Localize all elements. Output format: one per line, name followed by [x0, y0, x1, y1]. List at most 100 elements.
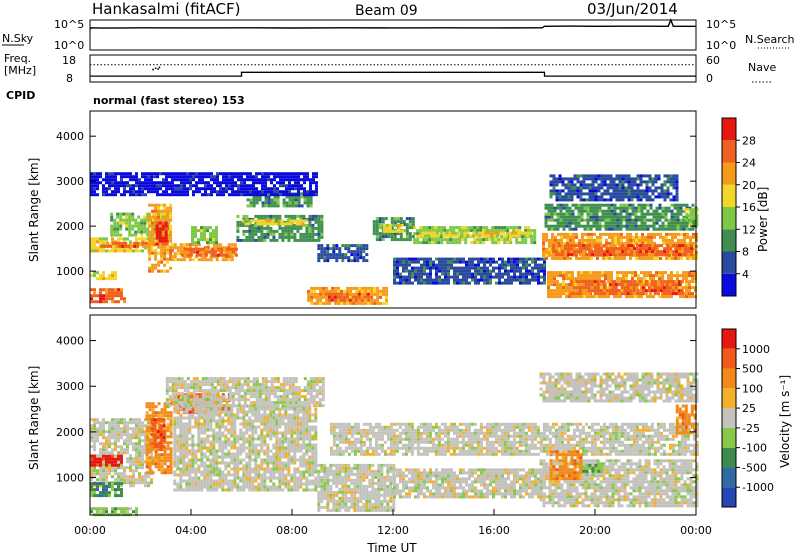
- power-cell: [585, 247, 589, 251]
- power-cell: [429, 257, 432, 261]
- power-cell: [562, 283, 565, 287]
- power-cell: [443, 238, 447, 242]
- velocity-cell: [135, 466, 138, 470]
- power-cell: [534, 257, 537, 261]
- power-cell: [691, 274, 694, 278]
- power-cell: [572, 232, 575, 236]
- power-cell: [417, 275, 420, 279]
- power-cell: [110, 230, 114, 234]
- power-cell: [317, 226, 321, 230]
- power-cell: [566, 256, 569, 260]
- power-cell: [237, 187, 240, 191]
- power-cell: [654, 195, 658, 199]
- velocity-cell: [154, 405, 158, 409]
- power-cell: [686, 256, 689, 260]
- power-cell: [336, 292, 340, 296]
- velocity-cell: [102, 463, 105, 467]
- power-cell: [651, 250, 655, 254]
- power-cell: [672, 180, 676, 184]
- velocity-cell: [147, 481, 150, 485]
- power-cell: [522, 263, 525, 267]
- power-cell: [408, 260, 411, 264]
- power-cell: [473, 241, 477, 245]
- power-cell: [579, 250, 583, 254]
- power-cell: [154, 251, 158, 255]
- velocity-cell: [96, 485, 99, 489]
- power-cell: [218, 243, 222, 247]
- power-cell: [552, 180, 556, 184]
- power-cell: [311, 214, 315, 218]
- velocity-cell: [144, 481, 147, 485]
- velocity-cell: [123, 442, 126, 446]
- power-cell: [494, 238, 498, 242]
- power-cell: [236, 226, 240, 230]
- power-colorbar-tick-label: 12: [742, 223, 756, 236]
- velocity-cell: [160, 408, 164, 412]
- power-cell: [210, 193, 213, 197]
- power-colorbar-tick-label: 28: [742, 134, 756, 147]
- power-cell: [267, 198, 271, 202]
- power-cell: [390, 220, 394, 224]
- power-cell: [509, 238, 513, 242]
- power-cell: [108, 288, 111, 292]
- power-cell: [547, 280, 550, 284]
- power-cell: [649, 295, 652, 299]
- power-cell: [306, 195, 310, 199]
- power-cell: [513, 260, 516, 264]
- velocity-cell: [157, 465, 161, 469]
- power-cell: [606, 192, 610, 196]
- power-cell: [157, 239, 161, 243]
- power-cell: [125, 215, 129, 219]
- power-cell: [468, 275, 471, 279]
- power-cell: [147, 187, 150, 191]
- power-cell: [128, 215, 132, 219]
- power-cell: [144, 237, 147, 241]
- power-cell: [570, 186, 574, 190]
- power-cell: [570, 244, 574, 248]
- power-cell: [162, 184, 165, 188]
- power-cell: [646, 218, 650, 222]
- power-cell: [656, 292, 660, 296]
- power-cell: [267, 190, 270, 194]
- power-cell: [459, 266, 462, 270]
- velocity-cell: [96, 430, 99, 434]
- power-cell: [519, 266, 522, 270]
- power-cell: [122, 221, 126, 225]
- power-cell: [164, 230, 168, 234]
- velocity-cell: [144, 448, 147, 452]
- power-cell: [550, 206, 554, 210]
- velocity-cell: [148, 414, 152, 418]
- power-cell: [169, 212, 173, 216]
- power-cell: [562, 292, 565, 296]
- power-cell: [290, 226, 294, 230]
- power-cell: [617, 283, 621, 287]
- power-cell: [481, 231, 485, 235]
- velocity-cell: [111, 510, 114, 514]
- power-cell: [252, 190, 255, 194]
- power-cell: [611, 280, 615, 284]
- power-cell: [556, 280, 559, 284]
- power-cell: [164, 239, 168, 243]
- power-cell: [128, 224, 132, 228]
- power-cell: [660, 189, 664, 193]
- power-cell: [619, 203, 623, 207]
- power-cell: [154, 230, 158, 234]
- power-cell: [638, 289, 642, 293]
- power-cell: [633, 195, 637, 199]
- power-cell: [666, 174, 670, 178]
- velocity-cell: [169, 420, 173, 424]
- velocity-cell: [90, 427, 93, 431]
- power-cell: [219, 190, 222, 194]
- power-cell: [263, 214, 267, 218]
- velocity-cell: [126, 451, 129, 455]
- velocity-cell: [135, 463, 138, 467]
- power-cell: [611, 235, 614, 239]
- power-cell: [674, 241, 677, 245]
- power-cell: [293, 226, 297, 230]
- nave-dot: [158, 66, 161, 69]
- power-cell: [478, 231, 482, 235]
- power-cell: [171, 172, 174, 176]
- power-cell: [640, 224, 644, 228]
- power-cell: [466, 231, 470, 235]
- power-cell: [666, 186, 670, 190]
